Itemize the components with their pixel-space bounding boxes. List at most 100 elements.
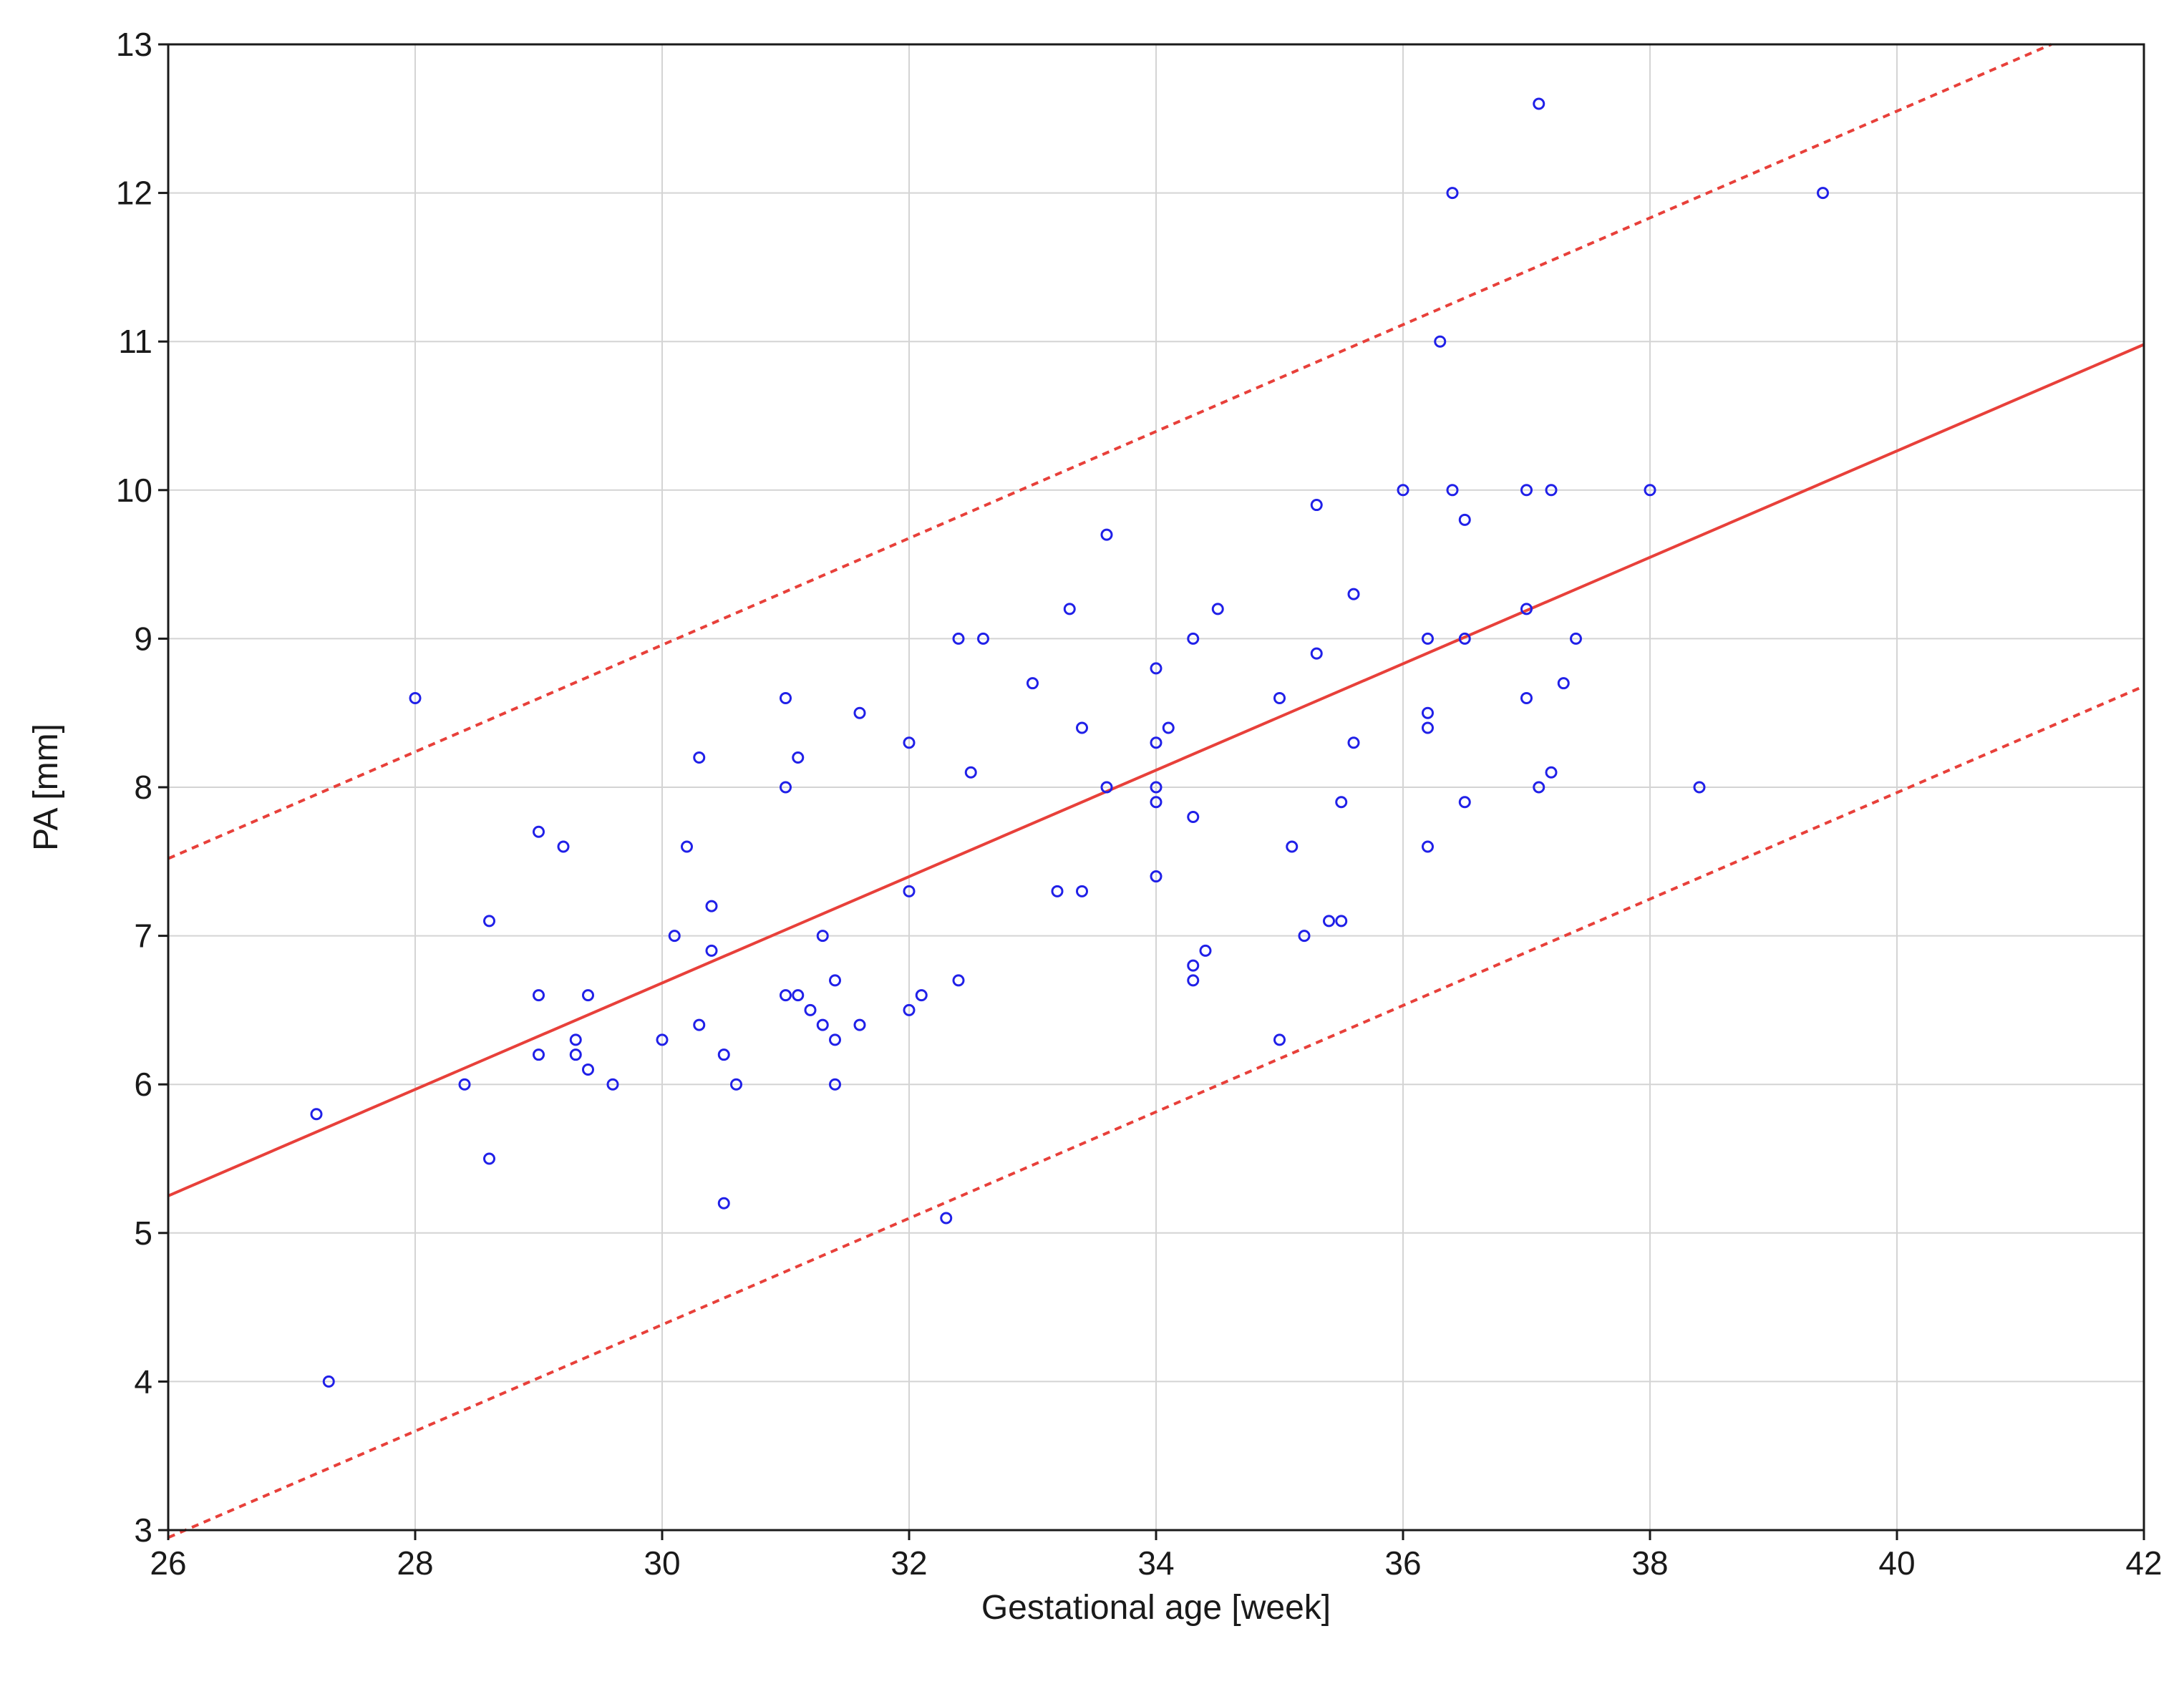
data-point	[829, 1033, 841, 1046]
data-point	[582, 1063, 594, 1076]
data-point	[606, 1078, 619, 1091]
data-point	[816, 1018, 829, 1031]
data-point	[582, 989, 594, 1002]
y-tick-label: 10	[116, 472, 152, 509]
data-point	[1187, 632, 1200, 645]
data-point	[780, 781, 792, 794]
data-point	[1817, 187, 1829, 200]
y-tick-label: 3	[134, 1512, 152, 1549]
data-point	[1693, 781, 1706, 794]
y-tick-label: 8	[134, 769, 152, 806]
data-point	[1644, 484, 1656, 497]
regression-line	[168, 343, 2145, 1197]
data-point	[1298, 930, 1311, 943]
data-point	[1446, 187, 1459, 200]
data-point	[1100, 528, 1113, 541]
data-point	[1063, 603, 1076, 615]
y-tick-label: 6	[134, 1066, 152, 1103]
data-point	[483, 915, 495, 928]
data-point	[1051, 885, 1064, 897]
data-point	[903, 1003, 916, 1016]
x-tick-label: 40	[1878, 1544, 1915, 1582]
data-point	[1323, 915, 1335, 928]
data-point	[1273, 691, 1286, 704]
data-point	[1347, 736, 1360, 749]
x-tick-label: 28	[397, 1544, 433, 1582]
data-point	[717, 1048, 730, 1061]
prediction-band-lines	[168, 43, 2145, 1539]
data-point	[780, 691, 792, 704]
data-point	[1533, 781, 1545, 794]
data-point	[533, 989, 545, 1002]
data-point	[693, 751, 706, 764]
data-point	[1187, 811, 1200, 824]
data-point	[1150, 796, 1163, 809]
data-point	[458, 1078, 471, 1091]
data-point	[1570, 632, 1582, 645]
data-point	[1076, 721, 1088, 734]
data-point	[1347, 588, 1360, 600]
data-point	[1422, 840, 1434, 853]
data-point	[668, 930, 681, 943]
data-point	[1458, 796, 1471, 809]
data-point	[1422, 721, 1434, 734]
data-point	[829, 974, 841, 987]
data-point	[853, 1018, 866, 1031]
data-point	[915, 989, 928, 1002]
data-point	[1273, 1033, 1286, 1046]
y-tick-label: 12	[116, 175, 152, 212]
data-point	[1446, 484, 1459, 497]
data-point	[1422, 706, 1434, 719]
data-point	[1458, 632, 1471, 645]
data-point	[1520, 603, 1533, 615]
x-tick-label: 26	[150, 1544, 186, 1582]
x-axis-ticks: 26 28 30 32 34 36 38 40 42	[150, 1530, 2163, 1582]
x-tick-label: 30	[644, 1544, 680, 1582]
x-tick-label: 32	[890, 1544, 927, 1582]
x-tick-label: 42	[2125, 1544, 2162, 1582]
data-point	[1211, 603, 1224, 615]
x-axis-title: Gestational age [week]	[981, 1589, 1331, 1627]
data-point	[977, 632, 989, 645]
data-point	[1150, 870, 1163, 883]
data-point	[1310, 499, 1323, 512]
data-point	[1545, 484, 1558, 497]
data-point	[1199, 944, 1212, 957]
data-point	[322, 1375, 335, 1388]
data-point	[1434, 335, 1447, 348]
data-point	[1076, 885, 1088, 897]
y-tick-label: 13	[116, 26, 152, 63]
data-point	[1458, 513, 1471, 526]
data-point	[829, 1078, 841, 1091]
y-tick-label: 5	[134, 1215, 152, 1252]
lower-prediction-band-line	[168, 684, 2145, 1539]
data-points	[310, 97, 1829, 1388]
data-point	[804, 1003, 817, 1016]
x-tick-label: 34	[1137, 1544, 1174, 1582]
data-point	[533, 1048, 545, 1061]
data-point	[964, 766, 977, 779]
data-point	[656, 1033, 669, 1046]
data-point	[569, 1048, 582, 1061]
data-point	[693, 1018, 706, 1031]
data-point	[1150, 736, 1163, 749]
data-point	[940, 1212, 953, 1225]
data-point	[853, 706, 866, 719]
data-point	[1162, 721, 1175, 734]
data-point	[1150, 781, 1163, 794]
x-tick-label: 38	[1631, 1544, 1668, 1582]
y-tick-label: 7	[134, 917, 152, 955]
y-tick-label: 11	[118, 323, 152, 360]
y-axis-ticks: 3 4 5 6 7 8 9 10 11 12 13	[116, 26, 168, 1549]
x-tick-label: 36	[1384, 1544, 1421, 1582]
data-point	[1187, 974, 1200, 987]
data-point	[1150, 662, 1163, 675]
data-point	[569, 1033, 582, 1046]
data-point	[717, 1197, 730, 1209]
regression-line-group	[168, 343, 2145, 1197]
data-point	[409, 691, 422, 704]
data-point	[1520, 691, 1533, 704]
data-point	[705, 900, 718, 912]
data-point	[1335, 796, 1348, 809]
data-point	[1286, 840, 1299, 853]
